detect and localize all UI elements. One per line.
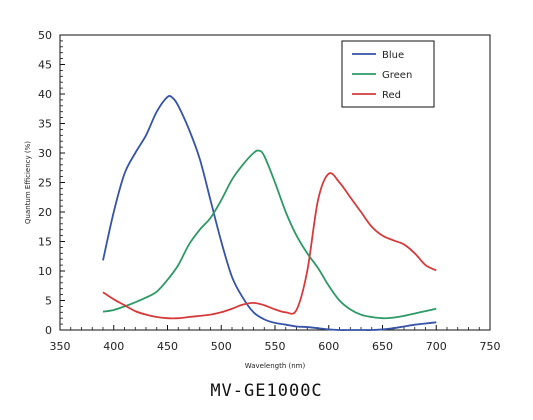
- legend-label-red: Red: [382, 90, 401, 101]
- series-line-blue: [102, 95, 437, 331]
- y-tick-label: 5: [45, 295, 52, 308]
- chart-caption: MV-GE1000C: [210, 381, 323, 401]
- y-tick-label: 20: [38, 206, 52, 219]
- y-tick-label: 50: [38, 29, 52, 42]
- x-tick-label: 700: [426, 340, 447, 353]
- y-tick-label: 30: [38, 147, 52, 160]
- series-lines: [102, 95, 437, 331]
- legend-label-blue: Blue: [382, 50, 404, 61]
- x-tick-label: 600: [318, 340, 339, 353]
- y-tick-label: 35: [38, 118, 52, 131]
- y-tick-label: 15: [38, 236, 52, 249]
- x-tick-label: 350: [50, 340, 71, 353]
- x-tick-label: 400: [103, 340, 124, 353]
- y-tick-label: 10: [38, 265, 52, 278]
- x-tick-label: 650: [372, 340, 393, 353]
- y-axis-title: Quantum Efficiency (%): [24, 141, 32, 224]
- series-line-green: [102, 149, 437, 320]
- x-tick-label: 750: [480, 340, 501, 353]
- y-tick-label: 0: [45, 324, 52, 337]
- y-tick-label: 25: [38, 177, 52, 190]
- y-tick-label: 40: [38, 88, 52, 101]
- y-tick-label: 45: [38, 59, 52, 72]
- x-tick-label: 500: [211, 340, 232, 353]
- legend-label-green: Green: [382, 70, 412, 81]
- x-tick-label: 450: [157, 340, 178, 353]
- legend: Blue Green Red: [341, 40, 435, 108]
- quantum-efficiency-chart: 0 5 10 15 20 25 30 35 40 45 50 350 400 450 500 550 600 65…: [24, 29, 501, 370]
- series-line-red: [102, 172, 437, 320]
- axis-ticks: 0 5 10 15 20 25 30 35 40 45 50 350 400 450 500 550 600 65…: [38, 29, 501, 353]
- x-tick-label: 550: [265, 340, 286, 353]
- x-axis-title: Wavelength (nm): [245, 362, 306, 370]
